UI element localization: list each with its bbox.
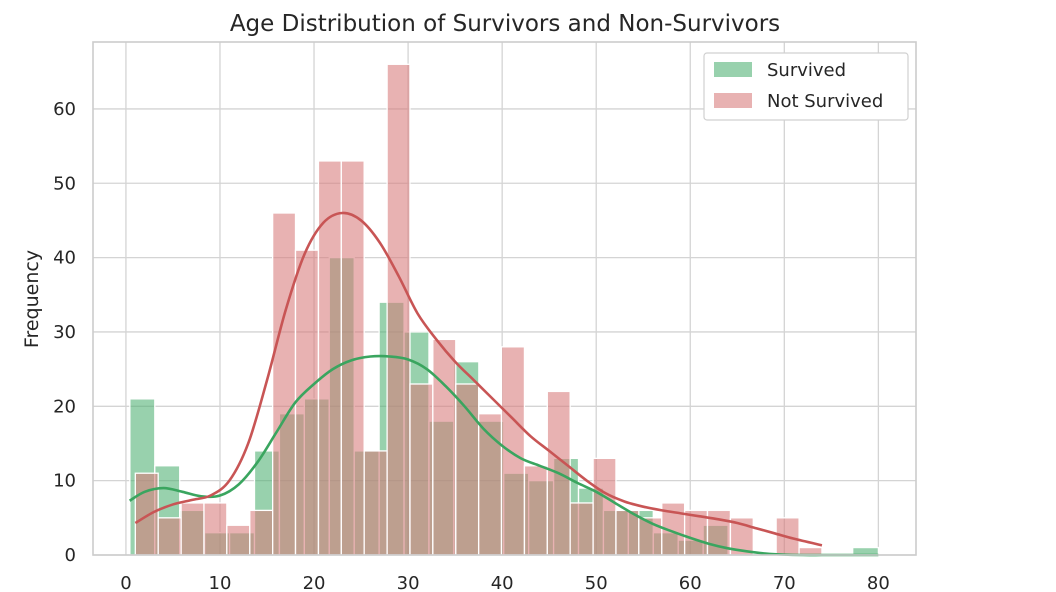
y-tick-label: 10 (53, 471, 76, 492)
legend-swatch-not-survived (714, 93, 752, 108)
y-axis-label: Frequency (21, 250, 43, 348)
bar-not-survived (180, 502, 205, 556)
legend-swatch-survived (714, 62, 752, 77)
bar-not-survived (226, 524, 251, 556)
bar-not-survived (432, 338, 457, 556)
x-tick-label: 30 (397, 573, 420, 592)
bar-not-survived (317, 160, 342, 556)
plot-frame (92, 41, 917, 556)
x-tick-label: 10 (209, 573, 232, 592)
y-tick-label: 0 (65, 545, 76, 566)
bar-not-survived (294, 249, 320, 556)
kde-line-not-survived (134, 211, 823, 547)
legend: Survived Not Survived (703, 52, 909, 121)
bar-not-survived (500, 346, 526, 556)
x-tick-label: 70 (773, 573, 796, 592)
kde-curves (128, 211, 879, 557)
x-tick-label: 80 (867, 573, 890, 592)
bar-not-survived (203, 502, 228, 556)
kde-line-survived (128, 354, 879, 557)
legend-box (703, 52, 909, 121)
bar-not-survived (157, 517, 182, 556)
bar-not-survived (134, 472, 159, 556)
y-tick-label: 20 (53, 396, 76, 417)
bar-not-survived (249, 509, 274, 556)
bar-not-survived (569, 502, 594, 556)
y-tick-label: 60 (53, 99, 76, 120)
x-tick-label: 20 (303, 573, 326, 592)
bar-not-survived (615, 509, 640, 556)
bar-not-survived (386, 63, 411, 556)
bar-not-survived (271, 212, 297, 556)
bar-not-survived (363, 450, 388, 556)
bar-not-survived (592, 457, 617, 556)
x-tick-label: 40 (491, 573, 514, 592)
x-axis-ticks: 0 10 20 30 40 50 60 70 80 (120, 573, 890, 592)
y-axis-ticks: 0 10 20 30 40 50 60 (53, 99, 76, 566)
y-tick-label: 30 (53, 322, 76, 343)
y-tick-label: 40 (53, 248, 76, 269)
legend-label-not-survived: Not Survived (767, 91, 883, 112)
chart-title: Age Distribution of Survivors and Non-Su… (230, 11, 780, 37)
bar-not-survived (409, 383, 434, 556)
legend-label-survived: Survived (767, 60, 846, 81)
x-tick-label: 60 (679, 573, 702, 592)
bar-not-survived (523, 465, 548, 556)
x-tick-label: 0 (120, 573, 131, 592)
x-tick-label: 50 (585, 573, 608, 592)
y-tick-label: 50 (53, 173, 76, 194)
histogram-bars (129, 63, 880, 556)
